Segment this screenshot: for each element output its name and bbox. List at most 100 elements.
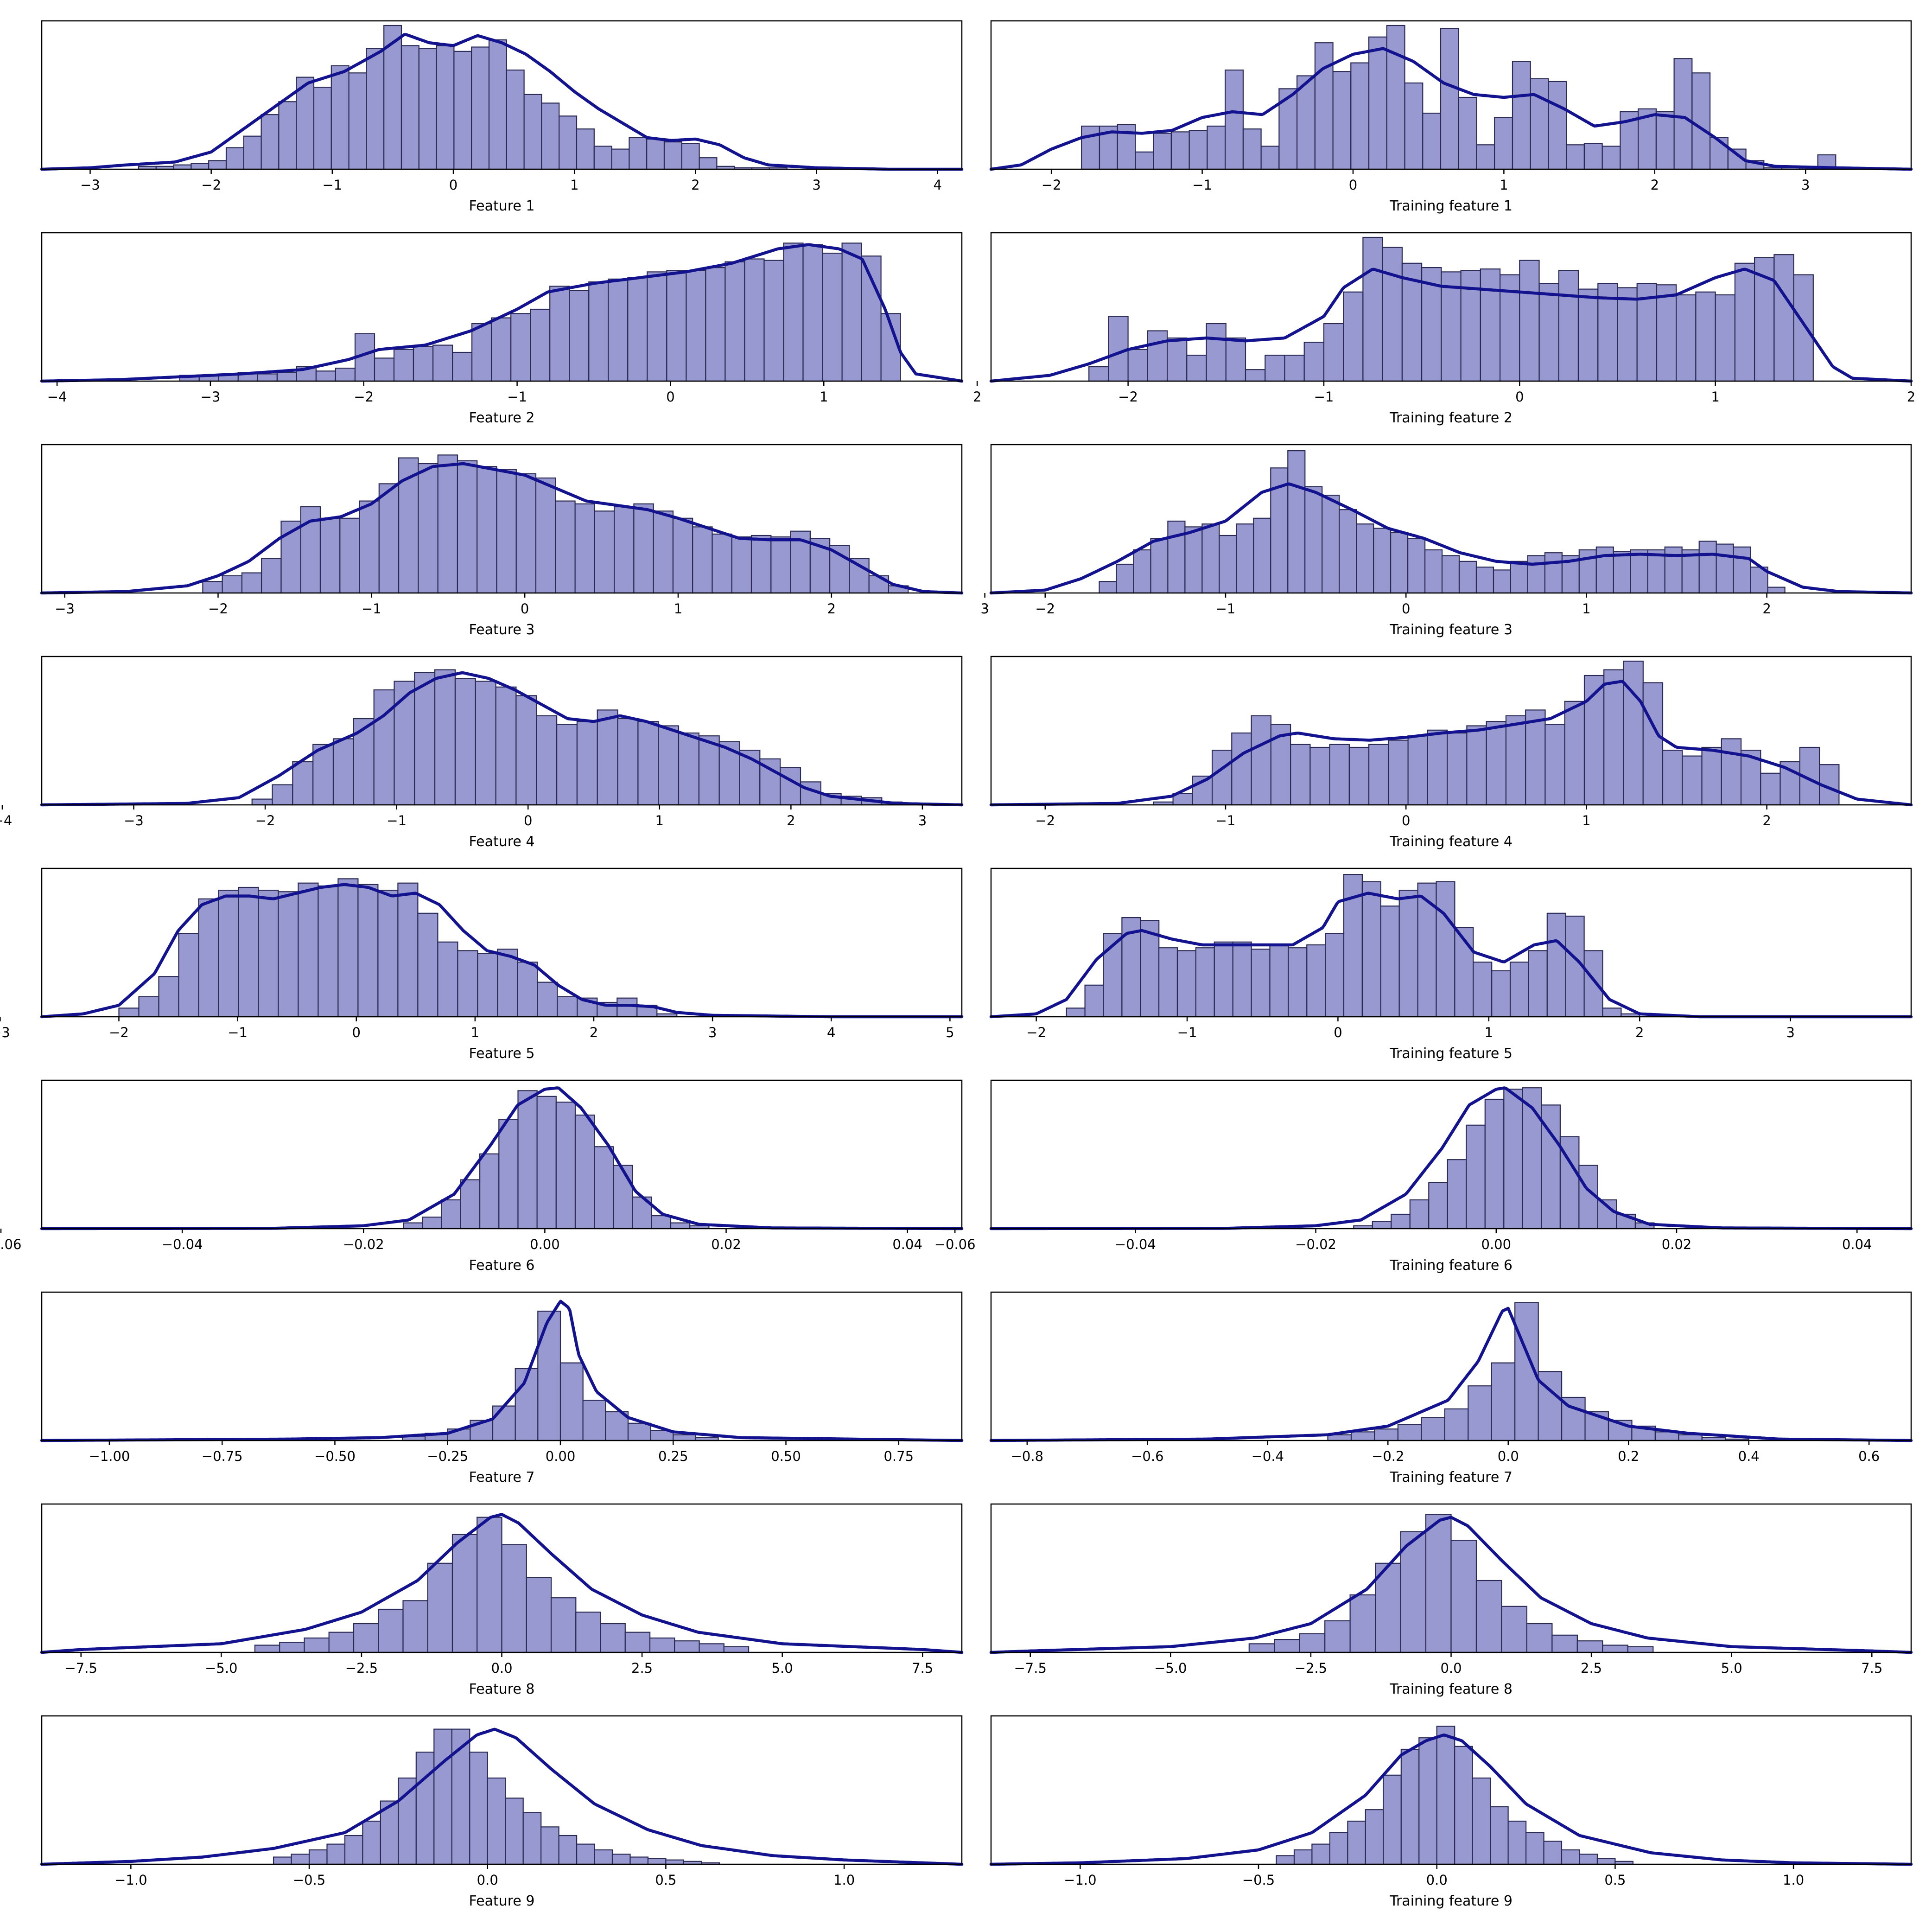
- x-tick-label: 2: [1762, 813, 1771, 829]
- histogram-bar: [1332, 71, 1352, 170]
- histogram-bar: [1613, 550, 1631, 594]
- x-tick-label: −1: [387, 813, 407, 829]
- histogram-bar: [841, 242, 862, 382]
- histogram-bar: [1530, 78, 1549, 170]
- histogram-bar: [1116, 563, 1134, 594]
- histogram-bar: [1265, 355, 1285, 382]
- histogram-bar: [1383, 1774, 1402, 1865]
- histogram-bar: [403, 1222, 423, 1230]
- x-tick-label: 3: [1801, 177, 1810, 193]
- histogram-bar: [394, 681, 415, 806]
- histogram-bars: [254, 1517, 750, 1653]
- histogram-bar: [276, 372, 298, 382]
- histogram-bar: [627, 1422, 651, 1441]
- histogram-bar: [457, 460, 478, 594]
- x-axis-label: Feature 5: [469, 1045, 535, 1062]
- x-tick-label: −1: [322, 177, 342, 193]
- x-tick-label: −2: [208, 601, 228, 617]
- axes-frame: [41, 444, 963, 594]
- x-tick-label: 3: [708, 1025, 717, 1040]
- histogram-bar: [1288, 947, 1308, 1018]
- histogram-bar: [1329, 1832, 1348, 1865]
- histogram-bar: [549, 286, 570, 382]
- histogram-bar: [1441, 555, 1460, 594]
- histogram-bars: [403, 1090, 710, 1230]
- x-tick-label: 0: [1402, 601, 1410, 617]
- histogram-bar: [611, 148, 630, 170]
- histogram-bar: [1323, 323, 1344, 382]
- histogram-bar: [537, 982, 558, 1018]
- histogram-bar: [1566, 144, 1585, 170]
- histogram-bar: [1673, 58, 1693, 170]
- x-tick-label: 0.00: [530, 1237, 560, 1252]
- histogram-bar: [1656, 284, 1677, 382]
- histogram-bar: [629, 137, 648, 170]
- x-tick-label: 0: [666, 389, 674, 405]
- histogram-bars: [1327, 1302, 1749, 1441]
- kde-line: [989, 482, 1913, 595]
- x-tick-label: −1: [1192, 177, 1212, 193]
- histogram-bar: [723, 1646, 750, 1653]
- x-tick-label: −4: [47, 389, 67, 405]
- histogram-bar: [1491, 970, 1511, 1018]
- histogram-bar: [257, 373, 278, 382]
- histogram-bar: [1361, 881, 1381, 1018]
- histogram-bar: [1214, 941, 1233, 1018]
- x-tick-label: 2: [1762, 601, 1771, 617]
- histogram-bar: [1583, 143, 1603, 170]
- histogram-bar: [1603, 669, 1624, 806]
- histogram-bar: [1583, 950, 1603, 1018]
- histogram-bar: [1253, 517, 1271, 594]
- x-tick-label: 0.0: [491, 1660, 512, 1676]
- histogram-bar: [366, 48, 385, 170]
- x-tick-label: −3: [80, 177, 100, 193]
- histogram-bar: [1576, 1640, 1603, 1653]
- histogram-bars: [1353, 1087, 1655, 1230]
- histogram-bar: [1386, 25, 1405, 170]
- histogram-bar: [251, 798, 273, 806]
- histogram-bars: [1099, 450, 1786, 594]
- histogram-bar: [1081, 125, 1100, 170]
- histogram-bar: [1176, 950, 1197, 1018]
- histogram-bar: [304, 1637, 330, 1653]
- histogram-bar: [374, 357, 395, 382]
- kde-line: [989, 1516, 1913, 1654]
- histogram-bar: [1561, 1849, 1580, 1865]
- histogram-bar: [576, 721, 598, 806]
- subplot-16: −7.5 −5.0 −2.5 0.0 2.5 5.0 7.5 Training feature…: [989, 1503, 1913, 1697]
- x-axis-label: Training feature 8: [1389, 1681, 1513, 1697]
- histogram-bar: [477, 1517, 502, 1653]
- histogram-bar: [1527, 555, 1545, 594]
- histogram-bar: [1522, 1087, 1542, 1230]
- x-tick-label: −1: [228, 1025, 248, 1040]
- histogram-bar: [1306, 944, 1326, 1018]
- histogram-bar: [783, 242, 804, 382]
- kde-line: [40, 1513, 964, 1654]
- histogram-bar: [750, 535, 772, 594]
- histogram-bar: [1284, 355, 1305, 382]
- histogram-bar: [1167, 337, 1188, 382]
- histogram-bar: [158, 976, 179, 1018]
- histogram-bar: [705, 267, 726, 382]
- histogram-bar: [576, 1843, 595, 1865]
- histogram-bar: [453, 51, 472, 170]
- histogram-bar: [1248, 1643, 1275, 1653]
- x-tick-label: −0.6: [1131, 1448, 1163, 1464]
- histogram-bar: [1682, 755, 1703, 806]
- histogram-bar: [437, 454, 458, 594]
- histogram-bar: [624, 1632, 651, 1653]
- x-tick-label: 0.75: [883, 1448, 914, 1464]
- x-tick-label: −0.02: [343, 1237, 384, 1252]
- x-tick-label: −4: [0, 813, 12, 829]
- histogram-bar: [337, 878, 359, 1018]
- histogram-bar: [1779, 761, 1800, 806]
- histogram-bar: [254, 1645, 280, 1653]
- histogram-bar: [1347, 1820, 1366, 1865]
- histogram-bar: [1311, 1843, 1330, 1865]
- histogram-bar: [1676, 294, 1697, 382]
- x-tick-label: 0.02: [1662, 1237, 1692, 1252]
- histogram-bar: [540, 1826, 559, 1865]
- x-tick-label: 1: [1582, 813, 1590, 829]
- histogram-bar: [1421, 267, 1442, 382]
- subplot-14: −0.8 −0.6 −0.4 −0.2 0.0 0.2 0.4 0.6 Training fea…: [989, 1291, 1913, 1485]
